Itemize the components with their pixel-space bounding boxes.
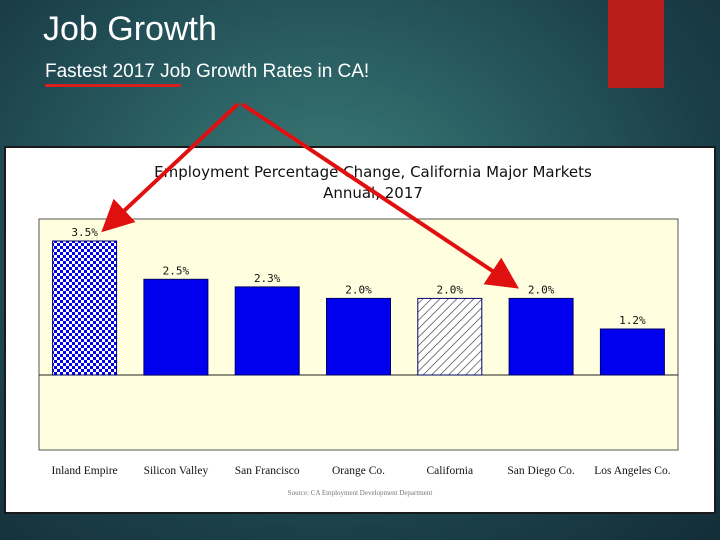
category-label: Silicon Valley [144, 465, 209, 477]
value-label: 2.0% [528, 283, 555, 296]
subtitle-underline [45, 84, 181, 87]
value-label: 2.0% [345, 283, 372, 296]
bar-los-angeles-co [599, 328, 665, 376]
bar-orange-co [326, 297, 391, 376]
category-label: San Francisco [235, 465, 300, 477]
bar-san-diego-co [508, 297, 574, 376]
bar-inland-empire [52, 240, 118, 376]
chart-title: Employment Percentage Change, California… [154, 163, 592, 181]
annotation-arrows [101, 102, 519, 289]
value-label: 3.5% [71, 226, 98, 239]
value-label: 2.0% [437, 283, 464, 296]
bar-san-francisco [234, 286, 300, 376]
slide-subtitle: Fastest 2017 Job Growth Rates in CA! [45, 61, 370, 82]
category-label: California [426, 465, 473, 477]
chart-source: Source: CA Employment Development Depart… [288, 489, 433, 497]
value-label: 2.3% [254, 272, 281, 285]
accent-bar [608, 0, 664, 88]
category-label: Inland Empire [52, 465, 118, 477]
bar-silicon-valley [143, 278, 209, 376]
value-label: 2.5% [163, 264, 190, 277]
slide-title: Job Growth [43, 10, 217, 48]
category-label: San Diego Co. [507, 465, 575, 477]
arrow-left [101, 102, 240, 233]
bar-california [417, 297, 483, 376]
value-label: 1.2% [619, 314, 646, 327]
category-label: Orange Co. [332, 465, 385, 477]
arrow-right [240, 102, 519, 289]
category-label: Los Angeles Co. [594, 465, 670, 477]
